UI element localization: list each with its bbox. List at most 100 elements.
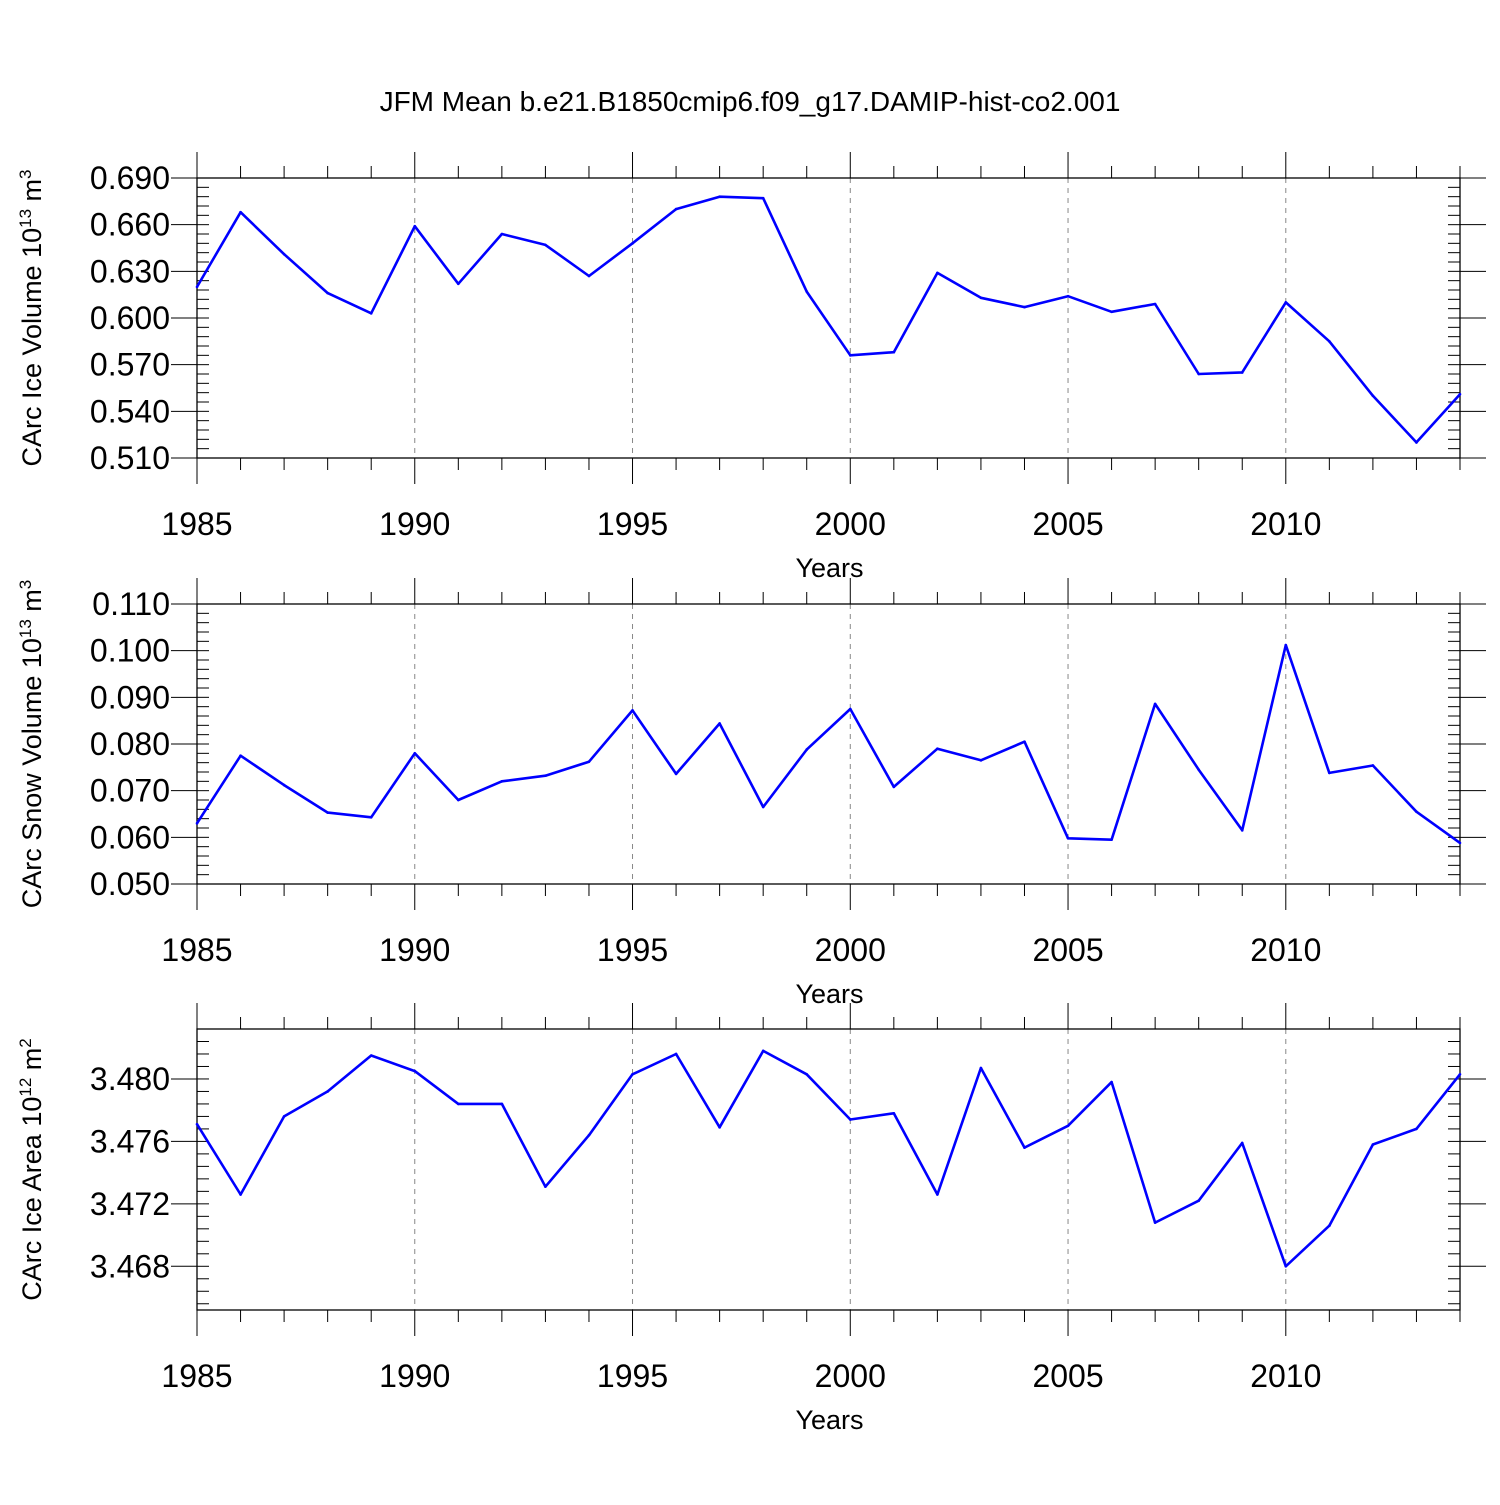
y-tick-label: 0.110 <box>92 586 170 622</box>
data-point <box>892 785 896 789</box>
data-point <box>1371 764 1375 767</box>
data-point <box>805 1072 809 1076</box>
data-point <box>195 822 199 825</box>
x-tick-label: 2010 <box>1250 1358 1321 1394</box>
data-point <box>1458 392 1462 396</box>
y-tick-label: 0.600 <box>90 300 170 336</box>
y-tick-label: 0.050 <box>90 866 170 902</box>
data-point <box>1110 1080 1113 1084</box>
data-point <box>674 207 678 211</box>
y-tick-label: 0.570 <box>90 347 170 383</box>
x-tick-label: 1995 <box>597 932 668 968</box>
data-point <box>1023 305 1026 309</box>
data-point <box>1066 294 1070 298</box>
data-point <box>631 709 634 712</box>
data-point <box>1371 394 1375 398</box>
data-point <box>326 291 329 295</box>
data-point <box>326 1090 329 1093</box>
data-point <box>631 1072 634 1076</box>
data-point <box>761 196 765 200</box>
data-point <box>892 350 896 354</box>
plot-frame <box>196 177 1461 459</box>
y-tick-label: 3.472 <box>90 1186 170 1222</box>
x-tick-label: 1985 <box>161 1358 232 1394</box>
data-point <box>195 285 199 289</box>
data-point <box>587 760 591 764</box>
data-point <box>936 747 939 750</box>
data-point <box>848 1118 852 1121</box>
plot-frame <box>196 1028 1461 1311</box>
data-point <box>1284 643 1288 647</box>
data-point <box>544 774 547 778</box>
data-point <box>1066 1124 1070 1128</box>
data-point <box>1197 372 1200 376</box>
data-point <box>805 748 809 751</box>
data-point <box>761 1049 765 1053</box>
y-tick-label: 3.476 <box>90 1123 170 1159</box>
plot-frame <box>196 603 1461 885</box>
data-point <box>1328 340 1331 343</box>
x-tick-label: 2000 <box>815 932 886 968</box>
data-point <box>1153 1221 1157 1224</box>
data-point <box>1284 301 1288 304</box>
y-axis-label: CArc Ice Area 1012 m2 <box>16 1038 47 1301</box>
data-point <box>1240 829 1244 832</box>
x-tick-label: 2005 <box>1032 932 1103 968</box>
data-point <box>1415 441 1418 444</box>
data-point <box>1240 1141 1244 1145</box>
data-point <box>936 271 939 275</box>
chart-panel-1: 0.510 0.540 0.570 0.600 0.630 0.660 0.690 1985 1… <box>16 152 1486 583</box>
data-point <box>326 811 329 814</box>
data-point <box>848 707 852 711</box>
data-point <box>282 783 286 787</box>
data-point <box>457 798 460 802</box>
data-point <box>457 282 460 286</box>
data-point <box>1458 1072 1462 1076</box>
y-tick-label: 0.660 <box>90 207 170 243</box>
x-tick-label: 2005 <box>1032 506 1103 542</box>
data-point <box>1153 702 1157 706</box>
data-point <box>413 752 417 755</box>
data-point <box>979 759 983 762</box>
data-point <box>544 1185 547 1188</box>
x-tick-label: 2005 <box>1032 1358 1103 1394</box>
chart-panel-2: 0.050 0.060 0.070 0.080 0.090 0.100 0.110 1985 1… <box>16 578 1486 1009</box>
data-point <box>239 1193 242 1196</box>
data-point <box>674 1052 678 1056</box>
data-point <box>1153 302 1157 306</box>
x-tick-label: 1985 <box>161 506 232 542</box>
y-tick-label: 0.080 <box>90 726 170 762</box>
data-point <box>413 1069 417 1073</box>
data-point <box>892 1112 896 1115</box>
y-tick-label: 0.630 <box>90 253 170 289</box>
data-point <box>587 274 591 278</box>
data-point <box>195 1122 199 1126</box>
x-tick-label: 2010 <box>1250 932 1321 968</box>
data-point <box>544 243 547 247</box>
data-point <box>718 195 721 198</box>
data-point <box>500 232 504 236</box>
data-point <box>631 242 634 245</box>
data-point <box>587 1133 591 1137</box>
data-point <box>1023 740 1026 743</box>
data-point <box>369 815 373 819</box>
data-point <box>979 296 983 300</box>
data-point <box>674 772 678 776</box>
y-axis-label: CArc Ice Volume 1013 m3 <box>16 169 47 466</box>
data-point <box>718 1126 721 1129</box>
figure-title: JFM Mean b.e21.B1850cmip6.f09_g17.DAMIP-… <box>379 86 1121 117</box>
data-point <box>457 1102 460 1106</box>
y-tick-label: 0.090 <box>90 679 170 715</box>
y-tick-label: 0.510 <box>90 440 170 476</box>
data-point <box>1197 1199 1200 1203</box>
data-point <box>761 805 765 809</box>
x-tick-label: 1990 <box>379 932 450 968</box>
data-point <box>413 224 417 228</box>
x-tick-label: 1995 <box>597 1358 668 1394</box>
y-tick-label: 3.480 <box>90 1061 170 1097</box>
data-point <box>369 1054 373 1057</box>
x-axis-label: Years <box>795 553 863 583</box>
series-line <box>195 643 1461 844</box>
